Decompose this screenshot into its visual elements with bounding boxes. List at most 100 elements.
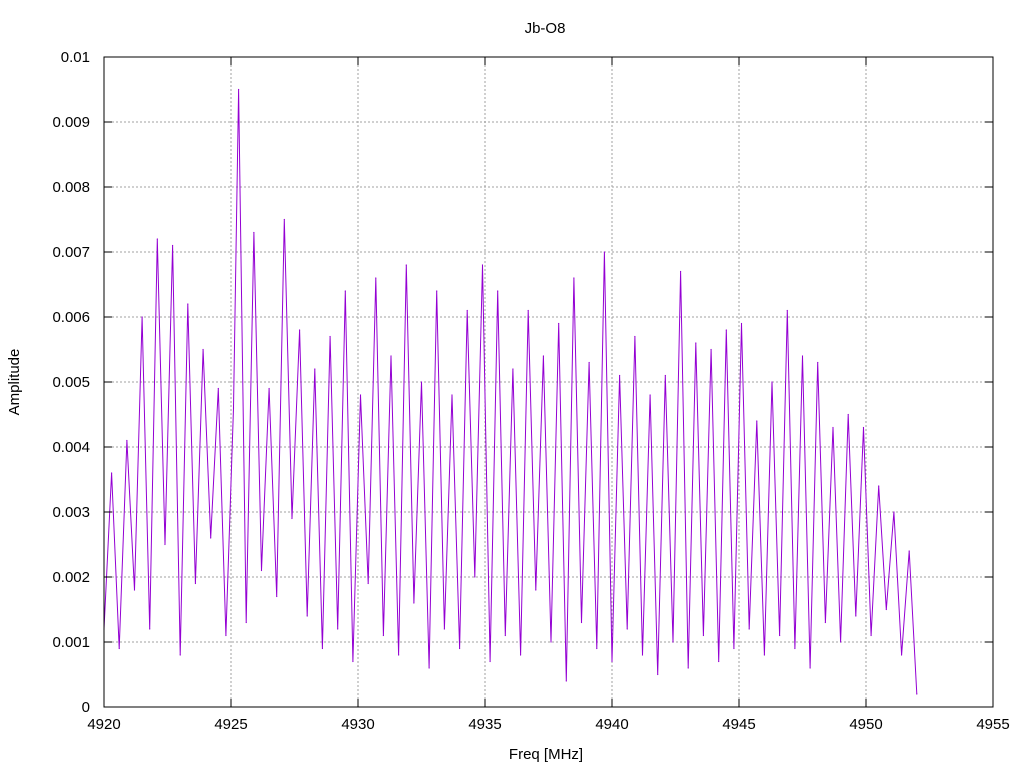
data-point xyxy=(771,381,773,383)
data-point xyxy=(133,589,136,591)
data-point xyxy=(238,88,240,91)
data-point xyxy=(474,576,476,578)
data-point xyxy=(626,628,628,630)
y-tick-labels: 0 0.001 0.002 0.003 0.004 0.005 0.006 0.007 0.00… xyxy=(52,49,90,716)
data-point xyxy=(329,335,331,338)
data-point xyxy=(687,667,689,669)
data-point xyxy=(194,582,197,585)
data-point xyxy=(253,231,255,234)
data-point xyxy=(481,264,484,266)
y-tick-label: 0.01 xyxy=(61,49,90,66)
data-point xyxy=(359,394,362,396)
data-point xyxy=(908,550,910,552)
data-point xyxy=(862,426,865,429)
data-point xyxy=(276,595,278,598)
data-point xyxy=(291,517,293,520)
data-point xyxy=(217,387,219,390)
data-point xyxy=(382,634,384,637)
y-tick-label: 0.003 xyxy=(52,504,90,521)
y-tick-label: 0.007 xyxy=(52,244,90,261)
data-point xyxy=(573,277,575,279)
data-point xyxy=(306,615,308,617)
data-point xyxy=(580,621,583,624)
data-point xyxy=(641,654,644,656)
data-point xyxy=(542,355,545,357)
series-line xyxy=(103,89,918,695)
data-point xyxy=(588,361,590,364)
data-point xyxy=(900,654,903,656)
data-point xyxy=(337,628,339,630)
data-point xyxy=(870,634,872,637)
data-point xyxy=(664,374,666,377)
data-point xyxy=(794,647,796,650)
data-point xyxy=(489,660,491,663)
data-point xyxy=(847,413,849,416)
data-point xyxy=(702,634,705,637)
data-point xyxy=(855,615,857,617)
x-tick-label: 4925 xyxy=(214,716,247,733)
data-point xyxy=(497,290,499,292)
data-point xyxy=(398,654,400,656)
data-point xyxy=(619,374,621,377)
data-point xyxy=(695,342,697,344)
axis-ticks xyxy=(103,56,994,708)
data-point xyxy=(718,660,720,663)
data-point xyxy=(283,218,285,221)
data-point xyxy=(779,634,781,637)
data-point xyxy=(535,589,537,591)
data-point xyxy=(786,309,788,312)
data-point xyxy=(809,667,811,669)
y-axis-title: Amplitude xyxy=(6,349,23,416)
x-tick-label: 4955 xyxy=(976,716,1009,733)
y-tick-label: 0.008 xyxy=(52,179,90,196)
x-tick-label: 4920 xyxy=(87,716,120,733)
data-point xyxy=(504,634,506,637)
data-point xyxy=(740,322,743,325)
data-point xyxy=(321,647,324,650)
data-point xyxy=(344,290,346,292)
data-point xyxy=(413,602,415,604)
data-point xyxy=(210,537,212,539)
data-point xyxy=(725,329,727,331)
data-point xyxy=(710,348,712,351)
data-point xyxy=(672,641,674,643)
x-tick-label: 4945 xyxy=(722,716,755,733)
data-point xyxy=(634,335,636,338)
data-point xyxy=(679,270,682,273)
data-point xyxy=(459,647,461,650)
chart-title: Jb-O8 xyxy=(525,20,566,37)
data-point xyxy=(436,290,438,292)
data-point xyxy=(420,381,423,383)
data-point xyxy=(748,628,750,630)
x-tick-labels: 4920 4925 4930 4935 4940 4945 4950 4955 xyxy=(87,716,1009,733)
data-point xyxy=(611,660,613,663)
y-tick-label: 0.001 xyxy=(52,634,90,651)
y-tick-label: 0.002 xyxy=(52,569,90,586)
y-tick-label: 0 xyxy=(82,699,90,716)
data-point xyxy=(225,634,227,637)
data-point xyxy=(156,238,158,240)
data-point xyxy=(466,309,468,312)
data-point xyxy=(550,641,552,643)
data-point xyxy=(245,621,247,624)
data-point xyxy=(428,667,430,669)
data-point xyxy=(916,693,918,695)
data-point xyxy=(763,654,766,656)
data-point xyxy=(878,485,880,487)
data-point xyxy=(202,348,204,351)
x-tick-label: 4950 xyxy=(849,716,882,733)
data-point xyxy=(893,511,895,513)
data-point xyxy=(298,329,301,331)
data-point xyxy=(179,654,181,656)
data-point xyxy=(649,394,651,396)
x-axis-title: Freq [MHz] xyxy=(509,746,583,763)
data-point xyxy=(260,569,263,572)
x-tick-label: 4940 xyxy=(595,716,628,733)
data-point xyxy=(118,647,120,650)
data-point xyxy=(801,355,804,357)
data-point xyxy=(756,420,758,422)
data-point xyxy=(111,472,113,474)
data-point xyxy=(126,439,128,442)
y-tick-label: 0.006 xyxy=(52,309,90,326)
